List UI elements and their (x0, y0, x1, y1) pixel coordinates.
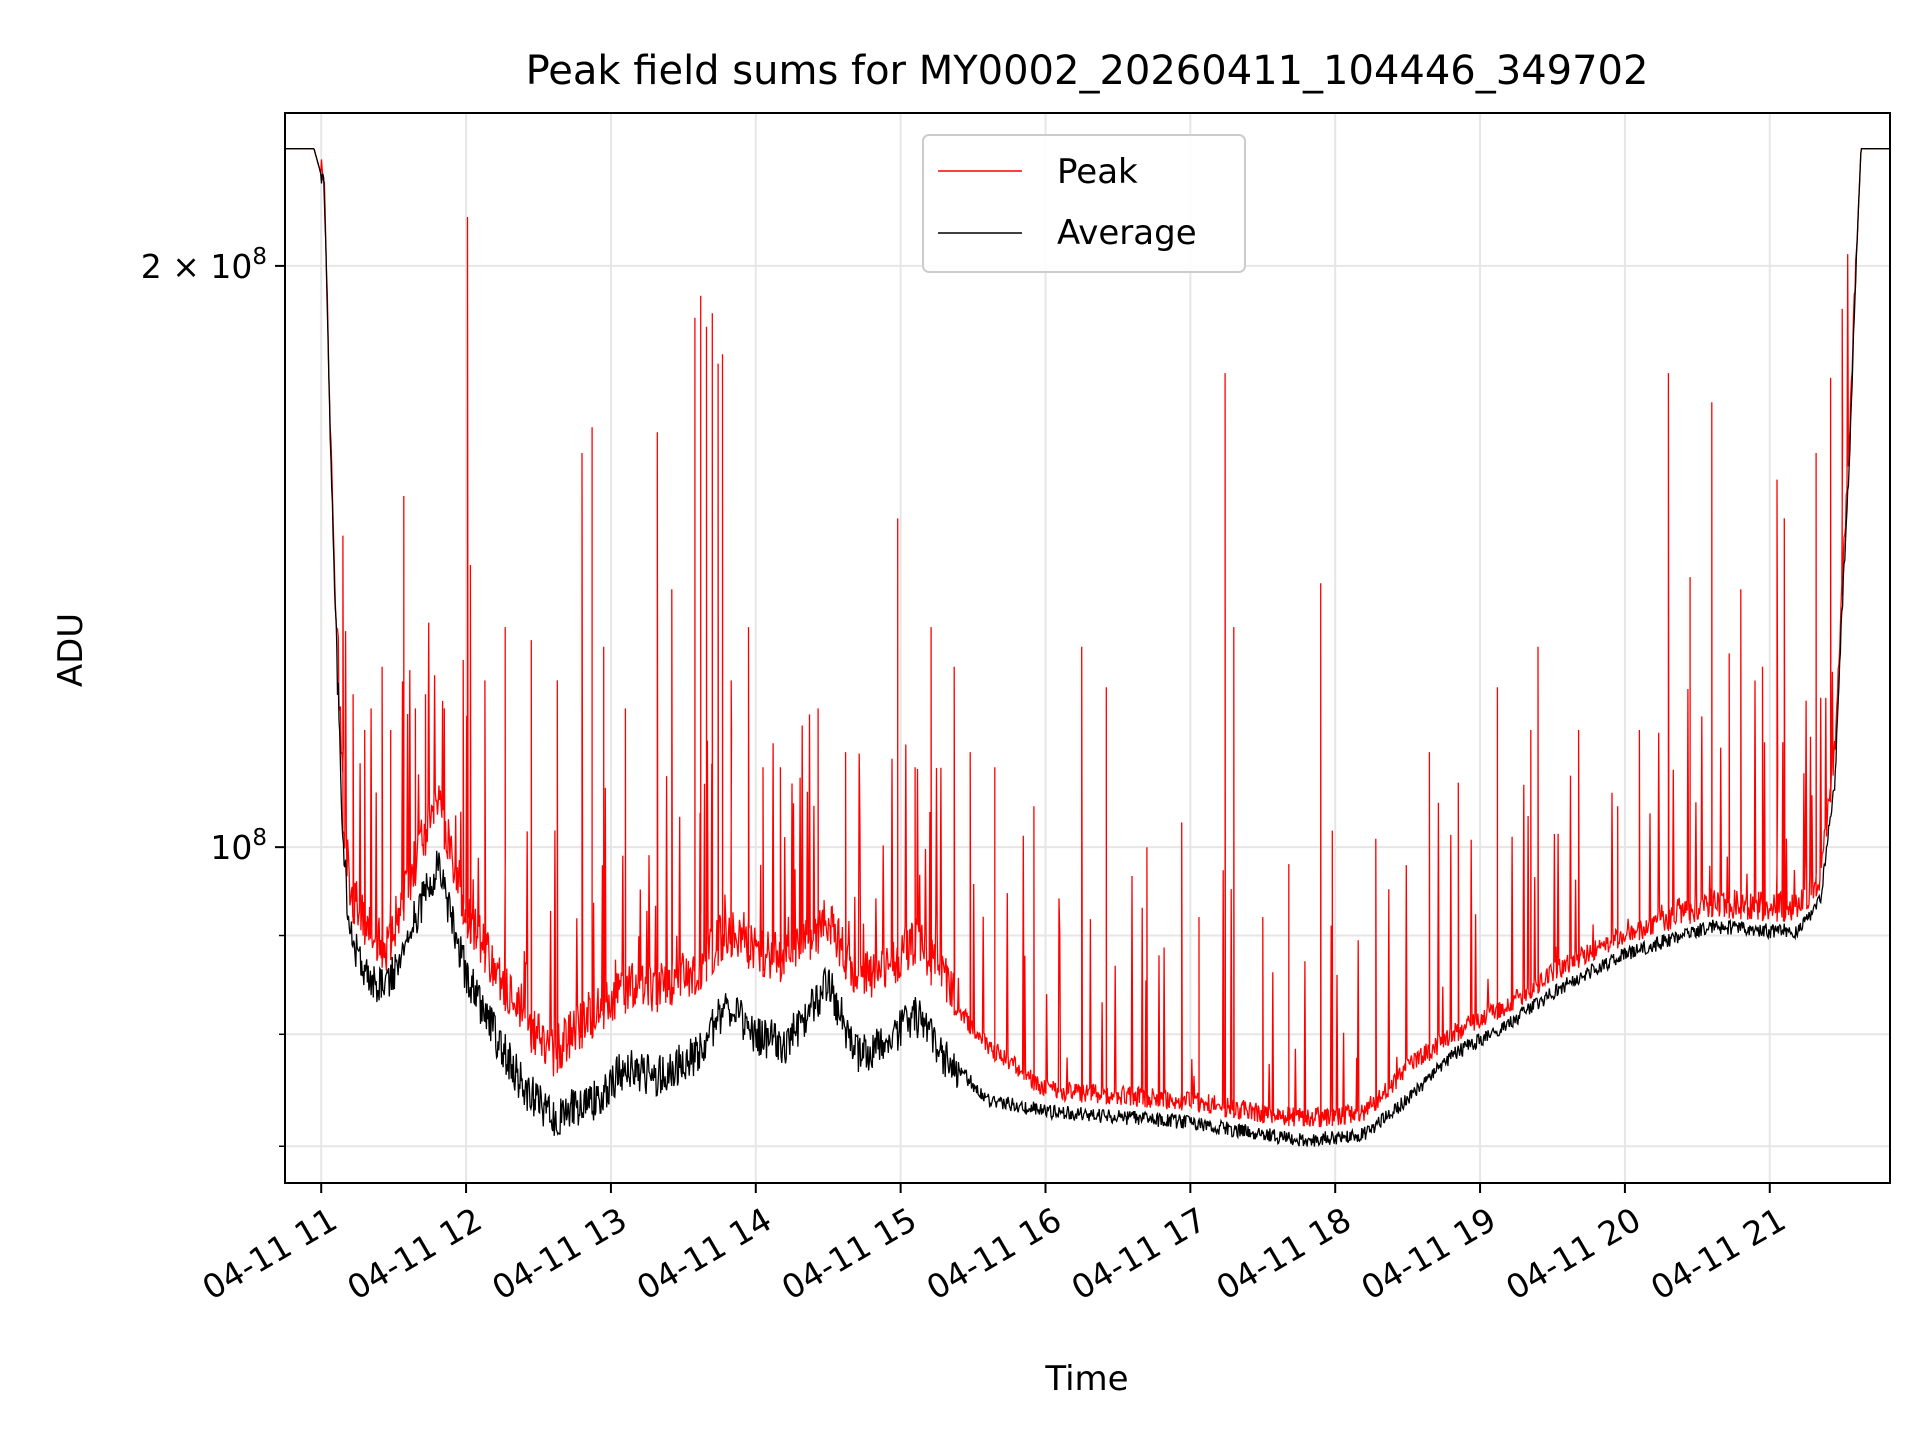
x-tick-label: 04-11 13 (485, 1200, 633, 1308)
y-tick-label: 108 (210, 825, 267, 867)
chart-title: Peak field sums for MY0002_20260411_1044… (526, 48, 1649, 94)
axes-frame (284, 112, 1891, 1184)
x-tick-label: 04-11 20 (1499, 1200, 1647, 1308)
legend-label-peak: Peak (1057, 152, 1138, 192)
plot-area (285, 148, 1890, 1147)
legend: Peak Average (922, 134, 1246, 273)
x-tick-label: 04-11 14 (630, 1200, 778, 1308)
y-tick-label: 2 × 108 (141, 244, 267, 286)
x-tick-label: 04-11 15 (775, 1200, 923, 1308)
x-tick-label: 04-11 17 (1065, 1200, 1213, 1308)
x-tick-label: 04-11 18 (1210, 1200, 1358, 1308)
series-line-peak (285, 148, 1890, 1128)
y-ticks: 108 2 × 108 (141, 244, 285, 1148)
legend-frame (922, 134, 1246, 273)
x-tick-label: 04-11 12 (340, 1200, 488, 1308)
x-tick-label: 04-11 21 (1644, 1200, 1792, 1308)
legend-label-average: Average (1057, 213, 1197, 253)
x-tick-label: 04-11 16 (920, 1200, 1068, 1308)
x-tick-label: 04-11 19 (1354, 1200, 1502, 1308)
grid-lines (285, 113, 1890, 1183)
x-axis-label: Time (1044, 1359, 1128, 1399)
y-axis-label: ADU (51, 613, 91, 687)
series-line-average (285, 148, 1890, 1147)
x-tick-label: 04-11 11 (196, 1200, 344, 1308)
